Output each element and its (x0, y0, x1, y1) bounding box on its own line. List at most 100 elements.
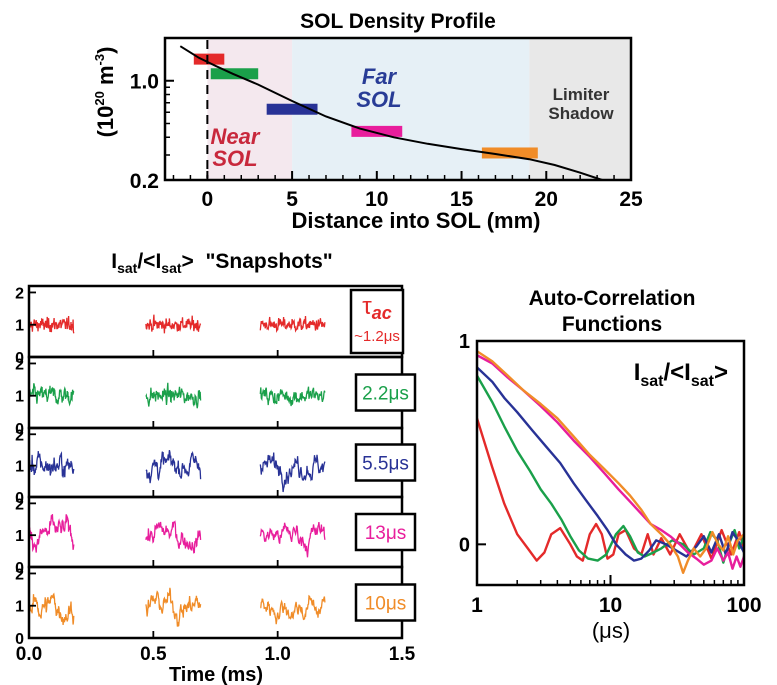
snapshot-panel-frame (27, 355, 404, 430)
snapshot-y-tick-label: 1 (15, 459, 24, 476)
snapshot-y-tick-label: 0 (15, 421, 24, 438)
density-curve (179, 45, 603, 181)
snapshot-trace-3-2 (259, 522, 326, 558)
region-backgrounds (207, 38, 631, 180)
tau-value-box (354, 512, 417, 552)
near-sol-label-line2: SOL (212, 146, 257, 171)
tau-value-box (354, 373, 417, 412)
density-y-tick-label: 1.0 (130, 71, 159, 94)
density-x-tick-label: 5 (286, 188, 298, 211)
snapshot-y-tick-label: 0 (15, 631, 24, 648)
position-marker-0 (193, 53, 225, 65)
tau-value-label: 5.5μs (362, 454, 409, 475)
snapshot-trace-4-0 (28, 592, 75, 625)
snapshot-y-tick-label: 2 (15, 566, 24, 583)
snapshots-chart: Isat/<Isat> "Snapshots" 0 1 2 τac ~1.2μs 0 1 2 2… (15, 250, 417, 685)
tau-ac-box (349, 288, 405, 355)
autocorrelation-y-tick-label: 0 (459, 534, 470, 556)
autocorrelation-series-4 (477, 350, 744, 574)
density-x-axis-label: Distance into SOL (mm) (292, 208, 541, 233)
autocorrelation-x-tick-label: 10 (599, 594, 622, 617)
tau-value-box (354, 583, 417, 622)
autocorrelation-title-line2: Functions (562, 313, 662, 336)
snapshot-trace-2-0 (28, 451, 75, 478)
snapshot-x-tick-label: 0.5 (140, 644, 167, 665)
autocorrelation-x-tick-label: 100 (726, 594, 761, 617)
tau-value-box (354, 443, 417, 482)
density-x-tick-label: 25 (619, 188, 643, 211)
snapshot-y-tick-label: 2 (15, 427, 24, 444)
density-y-axis-label: (1020 m-3) (92, 47, 118, 138)
position-marker-2 (266, 103, 318, 115)
snapshot-time-ticks: 0.0 0.5 1.0 1.5 (16, 644, 416, 665)
autocorrelation-x-axis-label: (μs) (592, 618, 630, 643)
density-x-tick-label: 15 (450, 188, 474, 211)
snapshot-trace-0-0 (28, 315, 75, 334)
snapshot-trace-2-1 (145, 450, 202, 484)
autocorrelation-series-3 (477, 354, 744, 570)
snapshot-panel-frame (27, 495, 404, 569)
snapshot-panel-2: 0 1 2 5.5μs (15, 426, 417, 507)
region-2-background (529, 38, 631, 180)
density-axis-ticks: 0 5 10 15 20 25 0.2 1.0 (130, 37, 643, 211)
autocorrelation-axis-ticks: 1 10 100 0 1 (459, 331, 762, 617)
tau-value-label: 13μs (365, 523, 407, 544)
snapshot-panel-frame (27, 565, 404, 640)
snapshot-y-tick-label: 2 (15, 356, 24, 373)
snapshot-trace-4-2 (260, 594, 326, 625)
snapshot-trace-1-0 (28, 383, 75, 407)
tau-ac-symbol: τac (362, 293, 392, 323)
snapshot-y-tick-label: 2 (15, 285, 24, 302)
snapshot-y-tick-label: 0 (15, 560, 24, 577)
snapshot-x-tick-label: 1.5 (389, 644, 416, 665)
snapshots-title: Isat/<Isat> "Snapshots" (111, 250, 332, 276)
far-sol-label-line2: SOL (356, 87, 401, 112)
position-marker-4 (481, 147, 538, 159)
density-plot-frame (163, 36, 633, 182)
tau-ac-value: ~1.2μs (354, 328, 400, 345)
autocorrelation-legend: Isat/<Isat> (634, 359, 728, 390)
snapshot-x-tick-label: 1.0 (264, 644, 290, 665)
snapshot-y-tick-label: 0 (15, 490, 24, 507)
snapshot-y-tick-label: 1 (15, 528, 24, 545)
autocorrelation-chart: Auto-Correlation Functions 1 10 100 0 1 Isat… (459, 287, 762, 643)
density-x-tick-label: 20 (535, 188, 558, 211)
snapshot-panel-frame (27, 284, 404, 359)
position-marker-3 (351, 125, 403, 137)
region-1-background (292, 38, 530, 180)
snapshot-panel-frame (27, 426, 404, 499)
autocorrelation-plot-area (477, 350, 744, 574)
snapshot-panel-1: 0 1 2 2.2μs (15, 355, 417, 438)
snapshot-trace-0-1 (145, 314, 202, 334)
autocorrelation-series-0 (477, 417, 744, 562)
density-x-tick-label: 0 (202, 188, 214, 211)
snapshot-trace-2-2 (259, 452, 326, 493)
density-y-tick-label: 0.2 (130, 170, 159, 193)
density-x-tick-label: 10 (365, 188, 388, 211)
tau-value-label: 10μs (365, 594, 407, 615)
snapshot-panel-0: 0 1 2 τac ~1.2μs (15, 284, 405, 367)
snapshots-x-axis-label: Time (ms) (169, 664, 263, 685)
limiter-shadow-label-line1: Limiter (553, 85, 610, 104)
snapshot-trace-4-1 (145, 587, 202, 627)
snapshot-trace-1-2 (259, 386, 326, 407)
tau-value-label: 2.2μs (362, 384, 409, 405)
snapshot-x-tick-label: 0.0 (16, 644, 42, 665)
autocorrelation-y-tick-label: 1 (459, 331, 470, 353)
autocorrelation-title-line1: Auto-Correlation (529, 287, 696, 310)
autocorrelation-x-tick-label: 1 (471, 594, 483, 617)
snapshot-y-tick-label: 1 (15, 389, 24, 406)
near-sol-label-line1: Near (211, 124, 261, 149)
snapshot-y-tick-label: 2 (15, 496, 24, 513)
autocorrelation-series (477, 350, 744, 574)
snapshot-y-tick-label: 1 (15, 318, 24, 335)
snapshot-trace-0-2 (259, 315, 326, 334)
snapshot-panel-3: 0 1 2 13μs (15, 495, 417, 577)
autocorrelation-series-2 (477, 366, 744, 562)
snapshot-panels: 0 1 2 τac ~1.2μs 0 1 2 2.2μs 0 1 2 5.5μs 0 1 2 13μs 0 1 2 10… (15, 284, 417, 648)
snapshot-y-tick-label: 1 (15, 599, 24, 616)
limiter-shadow-label-line2: Shadow (548, 104, 614, 123)
